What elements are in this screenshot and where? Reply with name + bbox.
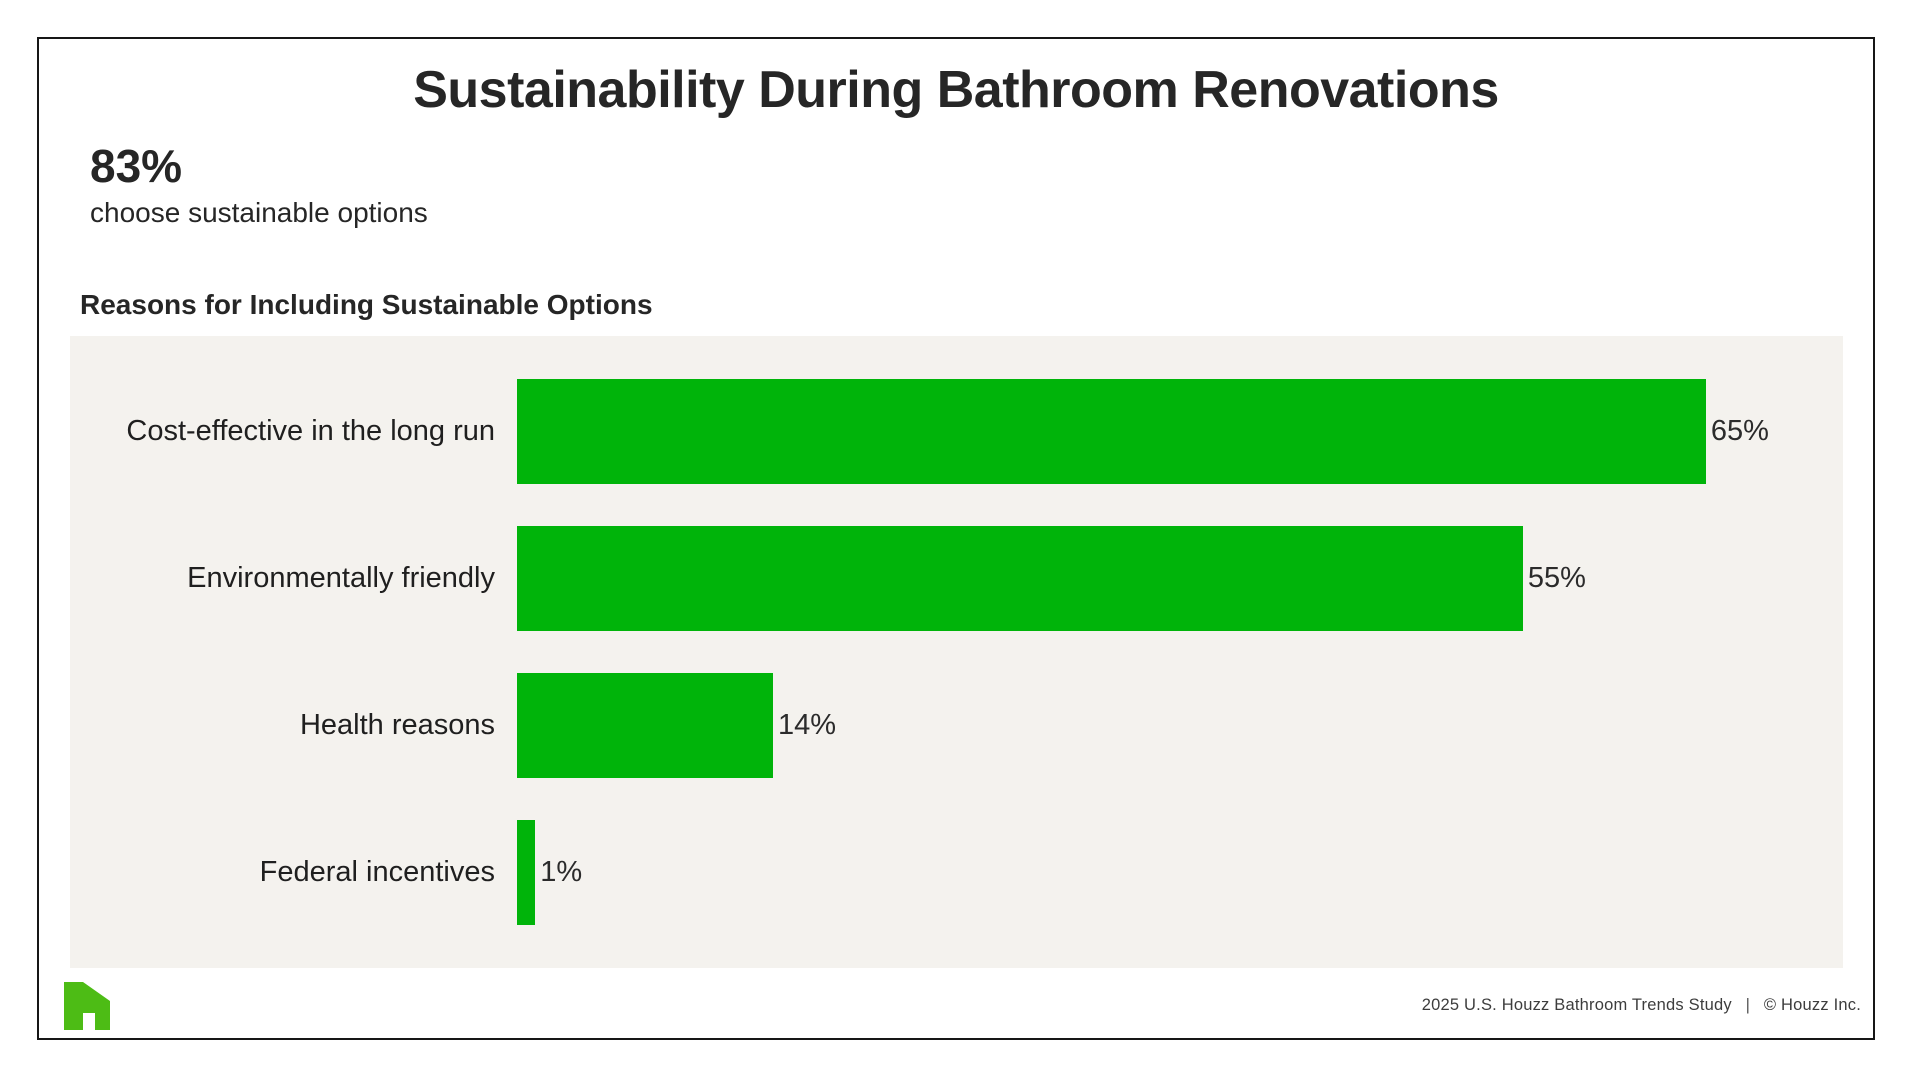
- page-title: Sustainability During Bathroom Renovatio…: [413, 61, 1499, 119]
- bar: [517, 378, 1706, 484]
- bar-row: Federal incentives 1%: [70, 819, 1843, 925]
- bar-track: 1%: [517, 819, 1843, 925]
- bar: [517, 819, 536, 925]
- bar-track: 55%: [517, 525, 1843, 631]
- bar-row: Environmentally friendly 55%: [70, 525, 1843, 631]
- infographic-frame: Sustainability During Bathroom Renovatio…: [37, 37, 1875, 1040]
- attribution-copyright: © Houzz Inc.: [1763, 996, 1861, 1015]
- category-label: Cost-effective in the long run: [126, 414, 495, 447]
- value-label: 1%: [540, 855, 583, 888]
- houzz-logo-shape: [64, 981, 110, 1030]
- headline-stat: 83% choose sustainable options: [90, 141, 1873, 230]
- value-label: 65%: [1710, 414, 1769, 447]
- attribution-study: 2025 U.S. Houzz Bathroom Trends Study: [1421, 996, 1732, 1015]
- bar-track: 14%: [517, 672, 1843, 778]
- footer: 2025 U.S. Houzz Bathroom Trends Study | …: [64, 974, 1861, 1038]
- bar-chart: Cost-effective in the long run 65% Environ…: [70, 335, 1843, 968]
- bar: [517, 525, 1523, 631]
- bar-track: 65%: [517, 378, 1843, 484]
- attribution: 2025 U.S. Houzz Bathroom Trends Study | …: [1422, 996, 1861, 1015]
- value-label: 55%: [1527, 561, 1586, 594]
- category-label: Health reasons: [299, 708, 495, 741]
- bar-row: Health reasons 14%: [70, 672, 1843, 778]
- chart-title: Reasons for Including Sustainable Option…: [80, 288, 653, 320]
- bar: [517, 672, 774, 778]
- bar-row: Cost-effective in the long run 65%: [70, 378, 1843, 484]
- houzz-logo-icon: [64, 981, 110, 1030]
- stat-caption: choose sustainable options: [90, 197, 428, 229]
- category-label: Federal incentives: [259, 855, 495, 888]
- stat-value: 83%: [90, 139, 183, 192]
- attribution-divider: |: [1745, 996, 1751, 1015]
- value-label: 14%: [778, 708, 837, 741]
- category-label: Environmentally friendly: [187, 561, 495, 594]
